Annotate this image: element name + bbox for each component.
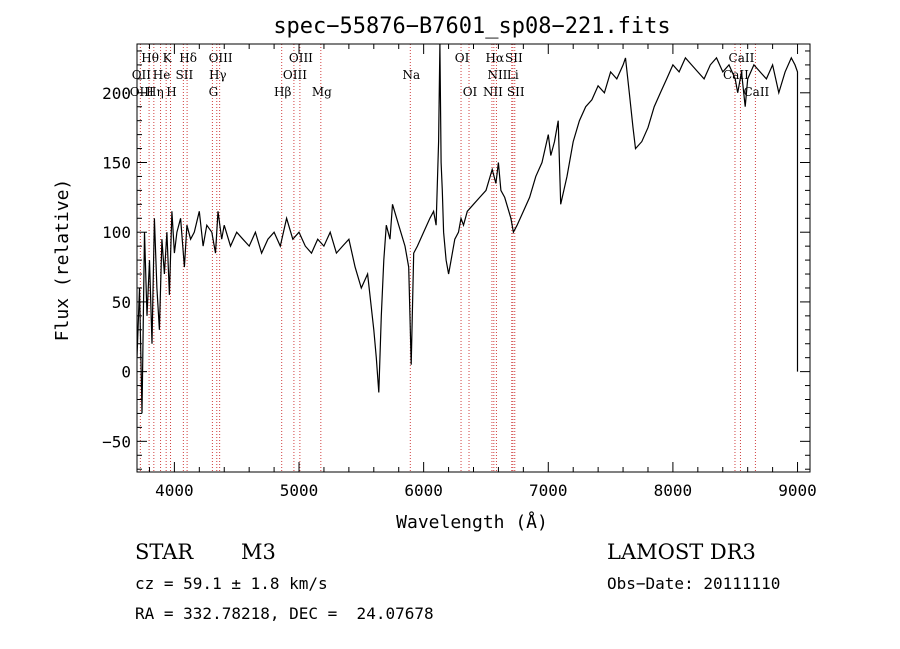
line-label-24: OI [463,85,478,99]
line-label-17: CaII [723,68,749,82]
line-label-13: OIII [283,68,307,82]
line-label-11: SII [176,68,194,82]
spectrum-series [137,44,799,414]
line-label-15: NII [487,68,507,82]
line-label-10: He [153,68,171,82]
line-label-19: Hη [146,85,164,99]
line-label-8: CaII [729,51,755,65]
observation-date: Obs−Date: 20111110 [607,574,781,593]
line-label-1: K [163,51,173,65]
x-tick-label-1: 5000 [280,481,319,500]
x-tick-label-4: 8000 [654,481,693,500]
line-label-4: OIII [289,51,313,65]
x-tick-label-0: 4000 [155,481,194,500]
line-label-0: Hθ [141,51,159,65]
redshift-cz: cz = 59.1 ± 1.8 km/s [135,574,328,593]
line-label-3: OIII [209,51,233,65]
y-tick-label-0: −50 [102,432,131,451]
spectrum-line [137,44,799,414]
plot-frame [136,43,811,473]
x-tick-label-2: 6000 [404,481,443,500]
line-label-26: SII [507,85,525,99]
line-label-21: G [209,85,219,99]
y-tick-label-1: 0 [121,363,131,382]
x-axis-label: Wavelength (Å) [396,511,548,533]
line-label-7: SII [505,51,523,65]
line-label-25: NII [483,85,503,99]
line-label-22: Hβ [274,85,291,99]
y-tick-label-5: 200 [102,84,131,103]
x-tick-label-3: 7000 [529,481,568,500]
line-label-18: OIII [130,85,154,99]
line-label-16: Li [507,68,519,82]
object-type: STAR [135,540,194,564]
y-axis-label: Flux (relative) [52,179,73,342]
x-axis-ticks: 4000 5000 6000 7000 8000 9000 [148,44,817,500]
y-tick-label-2: 50 [112,293,131,312]
coordinates: RA = 332.78218, DEC = 24.07678 [135,604,434,623]
line-label-6: Hα [486,51,505,65]
chart-title: spec−55876−B7601_sp08−221.fits [273,14,670,39]
object-subclass: M3 [241,540,276,564]
line-label-2: Hδ [179,51,197,65]
line-label-23: Mg [312,85,332,99]
line-label-27: CaII [743,85,769,99]
y-axis-ticks: −50 0 50 100 150 200 [102,50,810,470]
line-label-9: OII [132,68,152,82]
emission-line-markers [139,44,756,472]
survey-name: LAMOST DR3 [607,540,756,564]
line-label-14: Na [402,68,420,82]
y-tick-label-3: 100 [102,223,131,242]
y-tick-label-4: 150 [102,154,131,173]
line-label-20: H [166,85,176,99]
line-label-12: Hγ [209,68,227,82]
x-tick-label-5: 9000 [778,481,817,500]
line-label-5: OI [455,51,470,65]
